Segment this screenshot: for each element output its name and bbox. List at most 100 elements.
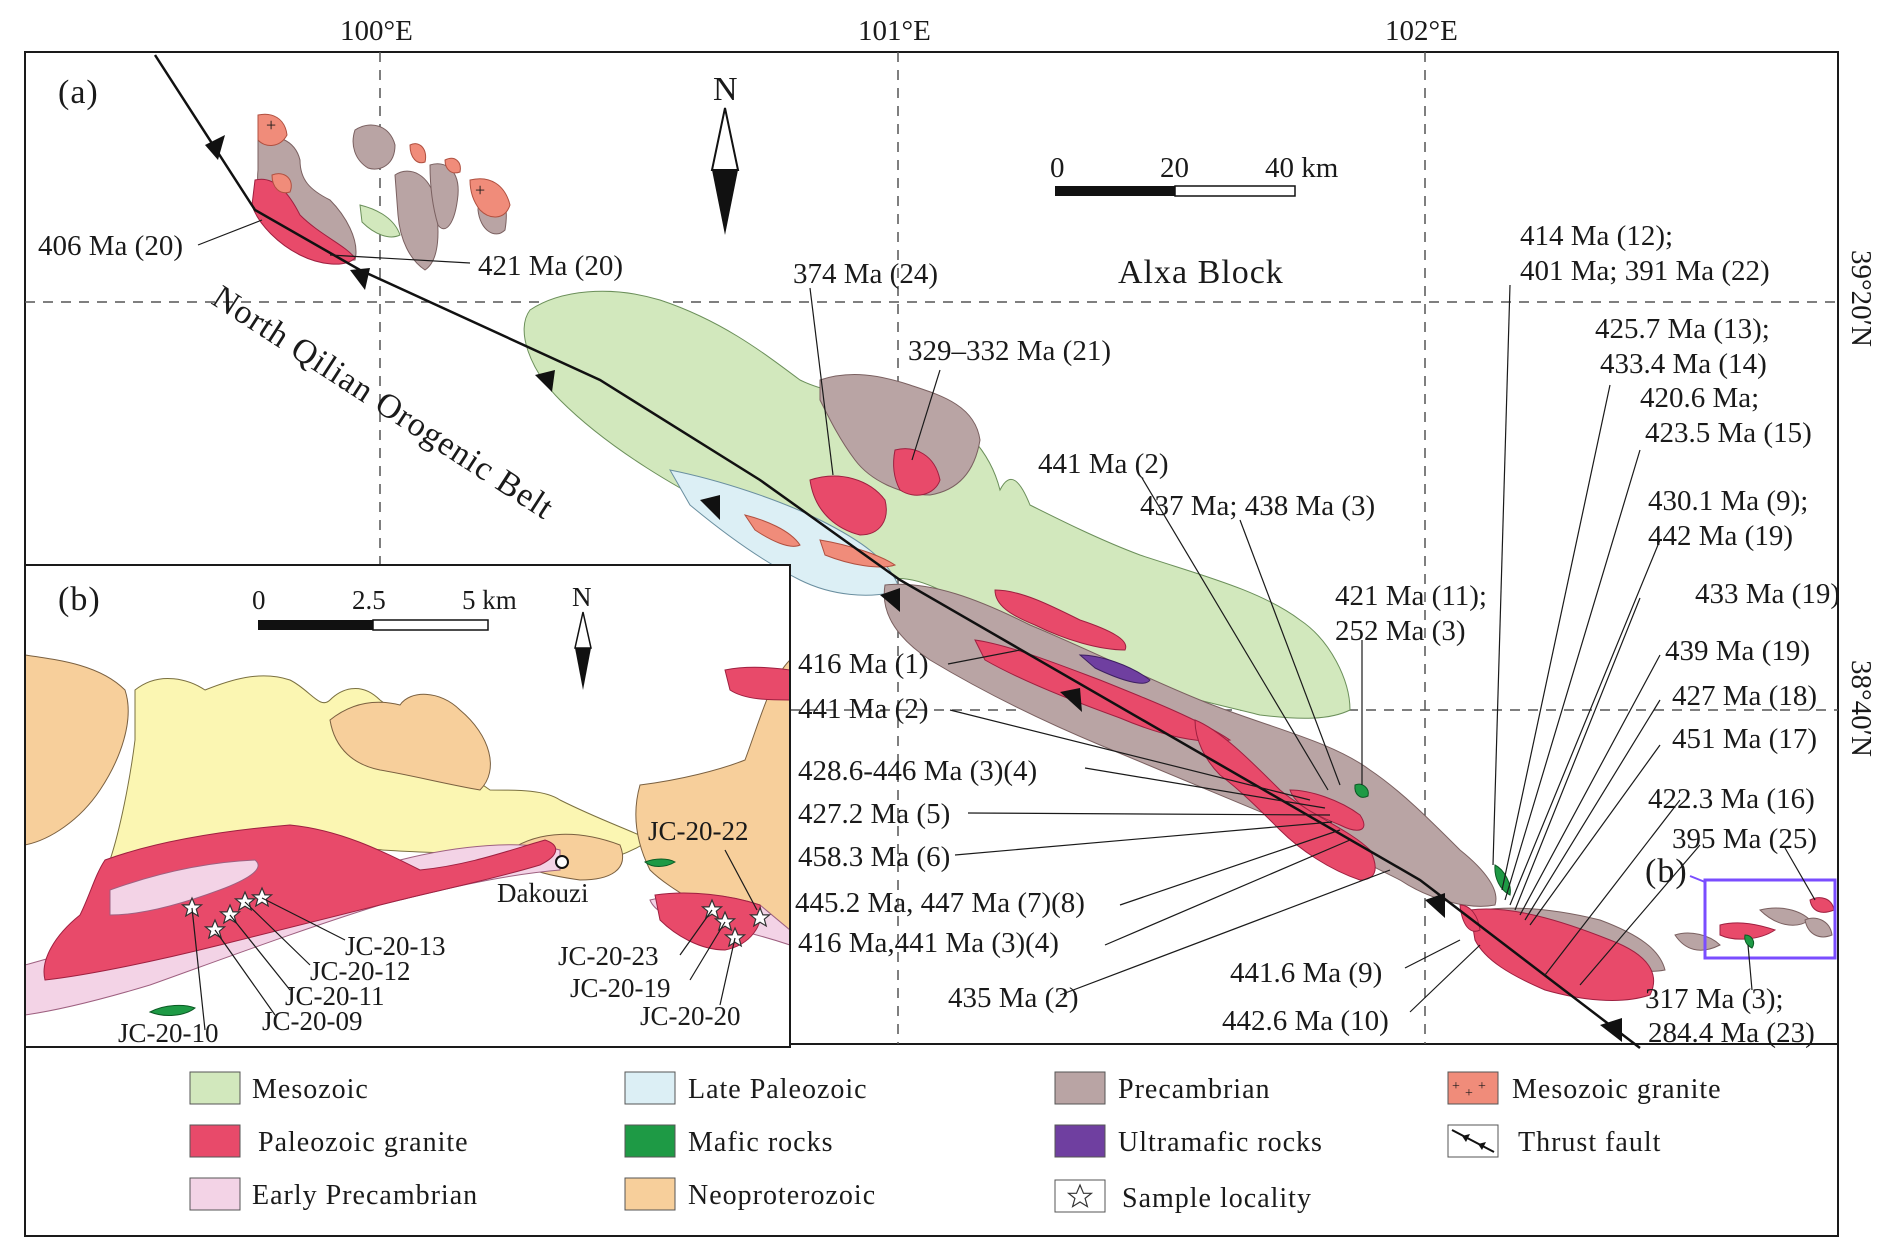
precambrian-east4 (1804, 917, 1833, 938)
legend-swatch-neoproterozoic (624, 1177, 676, 1211)
paleozoic-granite-inset (1719, 922, 1777, 940)
age-label: 374 Ma (24) (793, 258, 938, 290)
sample-stars (180, 886, 772, 948)
age-label: 458.3 Ma (6) (798, 841, 950, 873)
age-label: 421 Ma (20) (478, 250, 623, 282)
mafic-body-2 (1494, 864, 1511, 896)
age-label: 441 Ma (2) (798, 693, 928, 725)
precambrian-east2 (1674, 932, 1721, 951)
age-labels: 406 Ma (20) 421 Ma (20) 374 Ma (24) 329–… (38, 220, 1840, 1049)
legend-label-mesozoic: Mesozoic (252, 1074, 369, 1105)
thrust-tooth (700, 495, 720, 520)
legend-label-sample-locality: Sample locality (1122, 1183, 1312, 1214)
dakouzi-label: Dakouzi (497, 878, 588, 908)
sample-label: JC-20-19 (570, 973, 671, 1003)
legend-label-precambrian: Precambrian (1118, 1074, 1271, 1105)
panel-b-inset: Dakouzi JC-20-22 JC-20-13 (24, 564, 791, 1048)
scale-a-tick-20: 20 (1160, 152, 1189, 184)
age-label: 427 Ma (18) (1672, 680, 1817, 712)
dakouzi-town-marker (555, 855, 569, 869)
legend-label-thrust-fault: Thrust fault (1518, 1127, 1661, 1158)
sample-label: JC-20-12 (310, 956, 411, 986)
sample-label: JC-20-23 (558, 941, 659, 971)
sample-leader-lines (191, 849, 758, 1031)
legend-label-early-precambrian: Early Precambrian (252, 1180, 478, 1211)
paleozoic-granite-dyke1 (994, 589, 1127, 651)
age-label: 433.4 Ma (14) (1600, 348, 1767, 380)
mesozoic-granite-1 (257, 113, 288, 146)
panel-a-map: + + (25, 15, 1877, 1049)
scale-bar-a-black (1055, 186, 1175, 196)
mesozoic-granite-6 (743, 514, 801, 547)
lon-100: 100°E (340, 15, 413, 47)
mesozoic-small (359, 204, 401, 238)
plus-mark: + (475, 180, 485, 200)
plus-mark: + (266, 115, 276, 135)
sample-label: JC-20-13 (345, 931, 446, 961)
age-label: 252 Ma (3) (1335, 615, 1465, 647)
precambrian-nw3 (394, 170, 439, 271)
legend-plus-icon: + (1452, 1079, 1460, 1094)
mesozoic-granite-5 (469, 178, 511, 218)
lat-39-20: 39°20′N (1845, 250, 1877, 347)
age-label: 428.6-446 Ma (3)(4) (798, 755, 1037, 787)
inset-b-connector (1689, 875, 1706, 883)
neoproterozoic-mid (329, 693, 491, 791)
legend-swatch-mesozoic-granite (1447, 1071, 1499, 1105)
scale-bar-a: 0 20 40 km (1050, 152, 1339, 197)
age-label: 427.2 Ma (5) (798, 798, 950, 830)
age-label: 442.6 Ma (10) (1222, 1005, 1389, 1037)
age-label: 329–332 Ma (21) (908, 335, 1111, 367)
legend-swatch-late-paleozoic (624, 1071, 676, 1105)
sample-star (713, 910, 737, 932)
thrust-tooth (880, 588, 900, 612)
mafic-body-1 (1354, 783, 1369, 798)
scale-bar-a-white (1174, 185, 1296, 197)
age-label: 401 Ma; 391 Ma (22) (1520, 255, 1770, 287)
age-label: 420.6 Ma; (1640, 382, 1759, 414)
thrust-tooth (535, 370, 555, 392)
sample-label: JC-20-22 (648, 816, 749, 846)
thrust-tooth (1600, 1018, 1622, 1042)
thrust-tooth (1060, 688, 1082, 712)
thrust-tooth (205, 135, 225, 160)
north-arrow-b: N (572, 582, 592, 690)
age-label: 423.5 Ma (15) (1645, 417, 1812, 449)
legend-label-mesozoic-granite: Mesozoic granite (1512, 1074, 1722, 1105)
sample-star (250, 886, 274, 908)
legend-swatch-paleozoic-granite (189, 1124, 241, 1158)
legend-label-mafic: Mafic rocks (688, 1127, 834, 1158)
mesozoic-granite-3 (409, 143, 427, 164)
legend-swatch-early-precambrian (189, 1177, 241, 1211)
age-label: 416 Ma (1) (798, 648, 928, 680)
age-label: 435 Ma (2) (948, 982, 1078, 1014)
precambrian-central (819, 374, 981, 496)
thrust-teeth (205, 135, 1622, 1042)
neoproterozoic-west (26, 654, 129, 846)
legend-thrust-line (1451, 1129, 1495, 1153)
paleozoic-granite-b-ne (724, 666, 789, 701)
mesozoic-granite-2 (271, 173, 292, 194)
legend-thrust-tooth (1462, 1134, 1470, 1142)
legend-swatch-ultramafic (1054, 1124, 1106, 1158)
age-label: 441 Ma (2) (1038, 448, 1168, 480)
sample-star (723, 926, 747, 948)
paleozoic-granite-nw (251, 178, 356, 265)
age-label: 395 Ma (25) (1672, 823, 1817, 855)
lon-101: 101°E (858, 15, 931, 47)
age-label: 317 Ma (3); (1645, 983, 1784, 1015)
age-label: 430.1 Ma (9); (1648, 485, 1808, 517)
sample-star (218, 903, 242, 925)
paleozoic-granite-dyke2 (974, 639, 1232, 742)
scale-a-tick-0: 0 (1050, 152, 1065, 184)
sample-label: JC-20-09 (262, 1006, 363, 1036)
paleozoic-granite-329 (893, 448, 941, 496)
scale-bar-b: 0 2.5 5 km (252, 585, 517, 631)
thrust-fault-line (153, 54, 1641, 1049)
age-label: 451 Ma (17) (1672, 723, 1817, 755)
legend-thrust-tooth (1478, 1142, 1486, 1150)
age-label: 441.6 Ma (9) (1230, 957, 1382, 989)
thrust-tooth (350, 268, 370, 290)
mafic-b-1 (148, 1004, 196, 1016)
paleozoic-granite-b (43, 824, 557, 981)
